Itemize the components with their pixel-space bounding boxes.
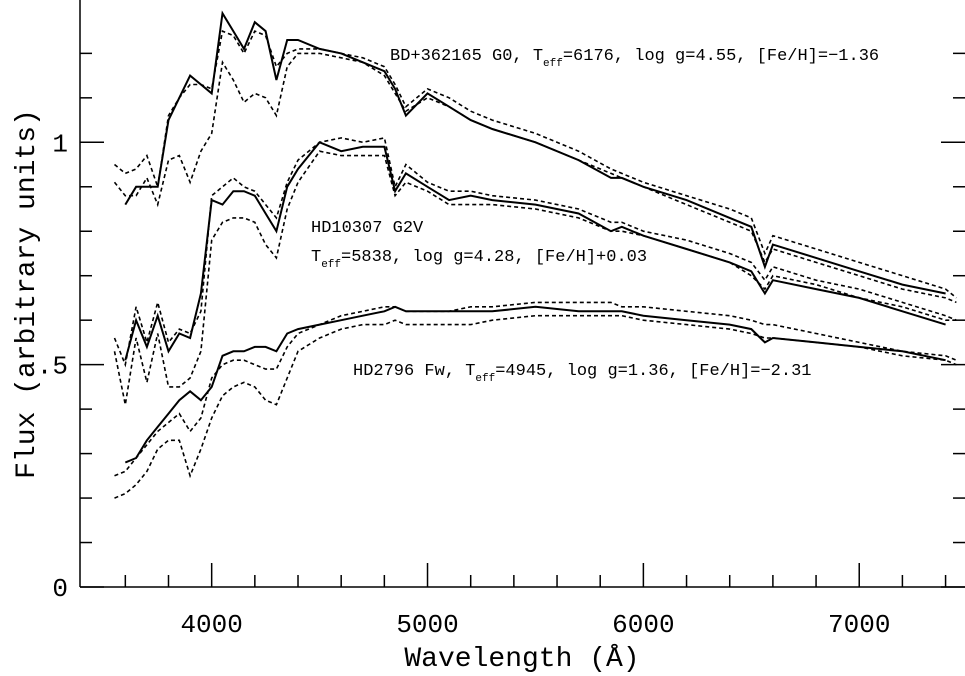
x-axis-label: Wavelength (Å) bbox=[404, 644, 639, 675]
annotation-text: =6176, log g=4.55, [Fe/H]=−1.36 bbox=[563, 47, 879, 66]
y-axis-label: Flux (arbitrary units) bbox=[12, 109, 43, 479]
model-line bbox=[114, 301, 957, 477]
annotation: HD10307 G2V bbox=[311, 219, 424, 238]
annotation-text: =4945, log g=1.36, [Fe/H]=−2.31 bbox=[495, 362, 811, 381]
model-line bbox=[113, 150, 957, 405]
annotation: Teff=5838, log g=4.28, [Fe/H]+0.03 bbox=[311, 248, 647, 271]
y-tick-label: .5 bbox=[37, 352, 68, 382]
annotation-subscript: eff bbox=[321, 259, 341, 271]
annotation-subscript: eff bbox=[475, 373, 495, 385]
annotation-text: T bbox=[311, 248, 321, 267]
spectrum-line bbox=[124, 141, 946, 361]
model-line bbox=[113, 52, 957, 304]
annotation-text: =5838, log g=4.28, [Fe/H]+0.03 bbox=[341, 248, 647, 267]
y-tick-label: 1 bbox=[52, 129, 68, 159]
x-tick-label: 6000 bbox=[612, 610, 674, 640]
model-line bbox=[113, 136, 957, 368]
spectrum-line bbox=[124, 10, 946, 295]
x-tick-label: 4000 bbox=[180, 610, 242, 640]
annotation-subscript: eff bbox=[543, 58, 563, 70]
annotation: BD+362165 G0, Teff=6176, log g=4.55, [Fe… bbox=[390, 47, 879, 70]
model-line bbox=[113, 29, 957, 299]
annotation: HD2796 Fw, Teff=4945, log g=1.36, [Fe/H]… bbox=[353, 362, 812, 385]
annotation-text: HD10307 G2V bbox=[311, 219, 424, 238]
x-tick-label: 7000 bbox=[828, 610, 890, 640]
annotation-text: HD2796 Fw, T bbox=[353, 362, 475, 381]
y-tick-label: 0 bbox=[52, 574, 68, 604]
plot-area bbox=[113, 10, 957, 499]
model-line bbox=[114, 314, 957, 499]
annotation-text: BD+362165 G0, T bbox=[390, 47, 543, 66]
x-tick-label: 5000 bbox=[396, 610, 458, 640]
spectrum-line bbox=[124, 305, 946, 464]
